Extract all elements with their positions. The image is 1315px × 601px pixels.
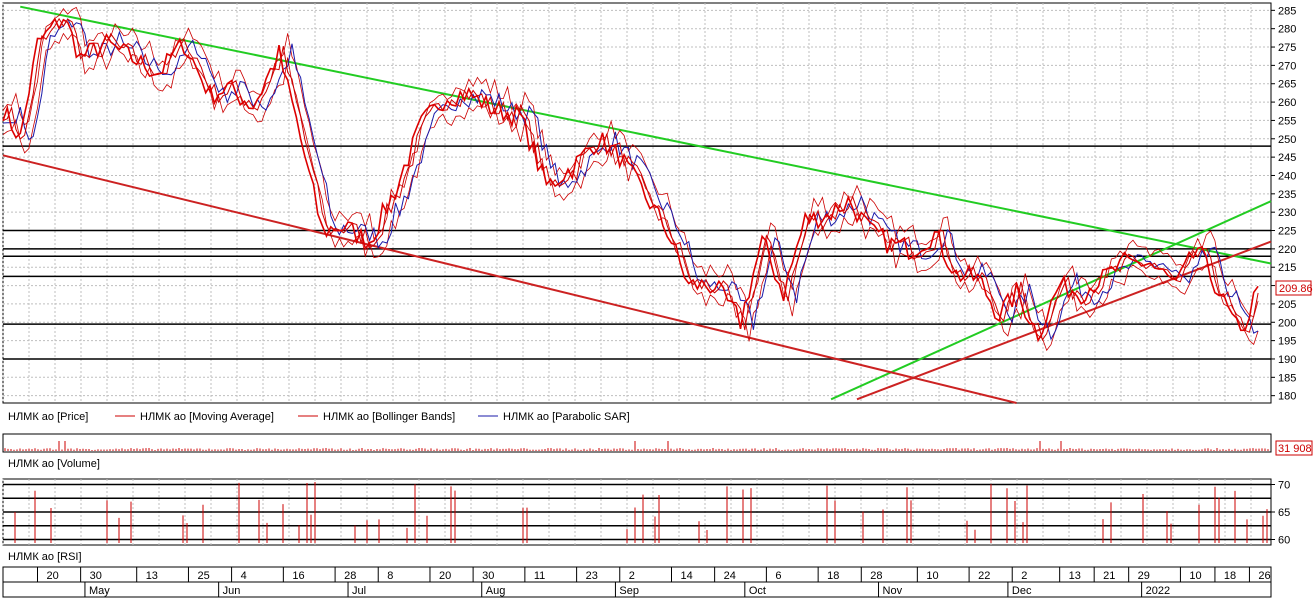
trendline <box>20 5 1272 265</box>
price-trendlines <box>2 5 1272 404</box>
y-tick-label: 220 <box>1278 244 1296 256</box>
y-tick-label: 205 <box>1278 299 1296 311</box>
price-horizontal-levels <box>3 145 1271 360</box>
day-tick-label: 30 <box>90 570 102 582</box>
day-tick-label: 18 <box>827 570 839 582</box>
day-tick-label: 24 <box>724 570 736 582</box>
volume-last-value: 31 908 <box>1278 443 1312 455</box>
day-tick-label: 21 <box>1103 570 1115 582</box>
day-tick-label: 8 <box>387 570 393 582</box>
rsi-y-axis: 60 65 70 <box>1271 480 1290 547</box>
legend-parabolic-sar: НЛМК ао [Parabolic SAR] <box>503 411 630 423</box>
bollinger-upper-line <box>2 6 1259 329</box>
day-tick-label: 2 <box>629 570 635 582</box>
price-series <box>2 6 1259 352</box>
y-tick-label: 180 <box>1278 391 1296 403</box>
month-tick-label: May <box>89 585 110 597</box>
month-tick-label: Nov <box>883 585 903 597</box>
day-tick-label: 18 <box>1224 570 1236 582</box>
last-value-marker: 209.86 <box>1275 280 1313 296</box>
volume-bars <box>4 441 1269 451</box>
y-tick-label: 285 <box>1278 5 1296 17</box>
month-tick-label: Oct <box>749 585 766 597</box>
price-panel: 1801851901952002052102152202252302352402… <box>2 2 1313 404</box>
day-tick-label: 13 <box>146 570 158 582</box>
y-tick-label: 265 <box>1278 79 1296 91</box>
legend-price: НЛМК ао [Price] <box>8 411 88 423</box>
day-tick-label: 10 <box>926 570 938 582</box>
rsi-series <box>14 482 1268 543</box>
day-tick-label: 25 <box>197 570 209 582</box>
rsi-y-tick-label: 65 <box>1278 507 1290 519</box>
legend-moving-average: НЛМК ао [Moving Average] <box>140 411 274 423</box>
time-axis-days: 20 30 13 25 4 16 28 8 20 30 11 23 2 14 24 6 18 28 10 22 2 13 2… <box>37 567 1271 582</box>
y-tick-label: 260 <box>1278 97 1296 109</box>
day-tick-label: 28 <box>870 570 882 582</box>
y-tick-label: 245 <box>1278 152 1296 164</box>
day-tick-label: 4 <box>241 570 247 582</box>
day-tick-label: 10 <box>1189 570 1201 582</box>
y-tick-label: 195 <box>1278 336 1296 348</box>
day-tick-label: 11 <box>534 570 545 582</box>
day-tick-label: 6 <box>775 570 781 582</box>
y-tick-label: 250 <box>1278 134 1296 146</box>
moving-average-line <box>2 17 1259 341</box>
y-tick-label: 280 <box>1278 24 1296 36</box>
day-tick-label: 26 <box>1258 570 1270 582</box>
y-tick-label: 215 <box>1278 262 1296 274</box>
legend-rsi: НЛМК ао [RSI] <box>8 551 82 563</box>
y-tick-label: 275 <box>1278 42 1296 54</box>
month-tick-label: Jul <box>352 585 366 597</box>
y-tick-label: 200 <box>1278 317 1296 329</box>
parabolic-sar-line <box>2 17 1259 341</box>
time-axis-months: May Jun Jul Aug Sep Oct Nov Dec 2022 <box>84 582 1170 597</box>
trendline <box>2 154 1017 404</box>
rsi-y-tick-label: 60 <box>1278 535 1290 547</box>
day-tick-label: 28 <box>344 570 356 582</box>
day-tick-label: 13 <box>1069 570 1081 582</box>
day-tick-label: 23 <box>586 570 598 582</box>
month-tick-label: Sep <box>619 585 639 597</box>
rsi-horizontal-levels <box>3 483 1271 541</box>
day-tick-label: 20 <box>439 570 451 582</box>
bollinger-lower-line <box>2 32 1259 352</box>
day-tick-label: 29 <box>1138 570 1150 582</box>
volume-panel: 31 908 НЛМК ао [Volume] <box>2 433 1313 470</box>
month-tick-label: 2022 <box>1146 585 1170 597</box>
day-tick-label: 22 <box>978 570 990 582</box>
time-axis: 20 30 13 25 4 16 28 8 20 30 11 23 2 14 24 6 18 28 10 22 2 13 2… <box>2 566 1272 598</box>
rsi-y-tick-label: 70 <box>1278 480 1290 492</box>
day-tick-label: 14 <box>681 570 693 582</box>
y-tick-label: 230 <box>1278 207 1296 219</box>
y-tick-label: 240 <box>1278 170 1296 182</box>
y-tick-label: 235 <box>1278 189 1296 201</box>
y-tick-label: 270 <box>1278 60 1296 72</box>
price-legend: НЛМК ао [Price] НЛМК ао [Moving Average]… <box>8 411 630 423</box>
y-tick-label: 225 <box>1278 226 1296 238</box>
day-tick-label: 30 <box>482 570 494 582</box>
day-tick-label: 16 <box>292 570 304 582</box>
day-tick-label: 2 <box>1021 570 1027 582</box>
month-tick-label: Aug <box>486 585 506 597</box>
legend-bollinger-bands: НЛМК ао [Bollinger Bands] <box>323 411 455 423</box>
month-tick-label: Jun <box>223 585 241 597</box>
price-line <box>2 17 1259 343</box>
rsi-panel: 60 65 70 НЛМК ао [RSI] <box>2 478 1290 563</box>
y-tick-label: 185 <box>1278 372 1296 384</box>
legend-volume: НЛМК ао [Volume] <box>8 458 100 470</box>
y-tick-label: 190 <box>1278 354 1296 366</box>
trendline <box>856 240 1272 401</box>
y-tick-label: 255 <box>1278 115 1296 127</box>
day-tick-label: 20 <box>47 570 59 582</box>
month-tick-label: Dec <box>1012 585 1032 597</box>
last-value-label: 209.86 <box>1279 283 1313 295</box>
